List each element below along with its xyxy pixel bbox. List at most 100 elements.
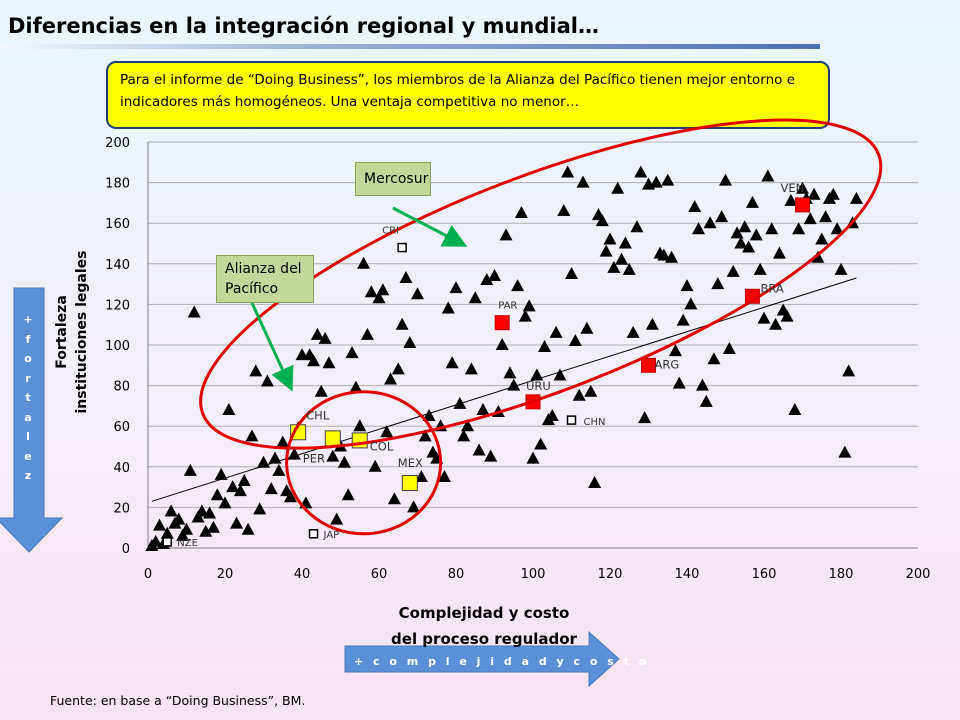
triangle-point xyxy=(414,469,428,482)
triangle-point xyxy=(172,512,186,525)
y-tick-label: 0 xyxy=(122,542,130,557)
triangle-point xyxy=(692,222,706,235)
triangle-point xyxy=(761,169,775,182)
triangle-point xyxy=(672,376,686,389)
triangle-point xyxy=(772,246,786,259)
triangle-point xyxy=(553,368,567,381)
reference-point xyxy=(566,415,577,425)
triangle-point xyxy=(834,262,848,275)
triangle-point xyxy=(326,449,340,462)
triangle-point xyxy=(734,236,748,249)
y-axis-label: Fortaleza instituciones legales xyxy=(52,232,92,432)
x-axis-label-line1: Complejidad y costo xyxy=(398,604,570,622)
triangle-point xyxy=(403,335,417,348)
triangle-point xyxy=(749,228,763,241)
triangle-point xyxy=(264,482,278,495)
mercosur-ellipse xyxy=(199,118,883,450)
mercosur-label-text: Mercosur xyxy=(364,171,429,187)
triangle-point xyxy=(249,364,263,377)
triangle-point xyxy=(649,175,663,188)
alianza-ellipse xyxy=(285,390,443,536)
triangle-point xyxy=(518,309,532,322)
triangle-point xyxy=(572,388,586,401)
triangle-point xyxy=(203,506,217,519)
triangle-point xyxy=(530,368,544,381)
point-label: VEN xyxy=(781,181,805,195)
triangle-point xyxy=(464,362,478,375)
triangle-point xyxy=(738,220,752,233)
triangle-point xyxy=(307,354,321,367)
y-tick-label: 60 xyxy=(113,420,130,435)
y-tick-label: 140 xyxy=(105,258,130,273)
reference-point xyxy=(397,242,407,253)
triangle-point xyxy=(230,516,244,529)
triangle-point xyxy=(268,451,282,464)
triangle-point xyxy=(372,291,386,304)
triangle-point xyxy=(395,317,409,330)
x-tick-label: 200 xyxy=(906,567,931,582)
fortaleza-arrow-char: l xyxy=(26,430,30,443)
triangle-point xyxy=(353,419,367,432)
triangle-point xyxy=(722,342,736,355)
triangle-point xyxy=(341,488,355,501)
triangle-point xyxy=(218,496,232,509)
triangle-point xyxy=(626,325,640,338)
triangle-point xyxy=(384,372,398,385)
group-ellipses xyxy=(199,118,883,536)
triangle-point xyxy=(357,256,371,269)
triangle-point xyxy=(514,206,528,219)
triangle-point xyxy=(645,317,659,330)
fortaleza-arrow-char: e xyxy=(24,449,32,463)
triangle-point xyxy=(742,240,756,253)
mercosur-point xyxy=(795,197,810,213)
y-axis-label-line1: Fortaleza xyxy=(54,295,70,369)
trendline-layer xyxy=(151,277,857,502)
triangle-point xyxy=(380,425,394,438)
x-axis-label: Complejidad y costo del proceso regulado… xyxy=(364,600,604,652)
triangle-point xyxy=(688,199,702,212)
triangle-point xyxy=(838,445,852,458)
mercosur-label: Mercosur xyxy=(355,162,431,196)
triangle-point xyxy=(618,236,632,249)
triangle-point xyxy=(695,378,709,391)
reference-point xyxy=(308,529,319,539)
triangle-point xyxy=(322,356,336,369)
alianza-point xyxy=(324,430,341,447)
x-tick-label: 140 xyxy=(675,567,700,582)
fortaleza-arrow-char: + xyxy=(23,313,33,326)
mercosur-point xyxy=(641,357,656,373)
triangle-point xyxy=(557,204,571,217)
triangle-point xyxy=(549,325,563,338)
triangle-point xyxy=(153,518,167,531)
triangle-point xyxy=(445,356,459,369)
triangle-point xyxy=(607,260,621,273)
y-axis-label-line2: instituciones legales xyxy=(74,250,90,414)
triangle-point xyxy=(576,175,590,188)
y-tick-label: 200 xyxy=(105,136,130,151)
page-title: Diferencias en la integración regional y… xyxy=(8,14,599,38)
triangle-point xyxy=(206,520,220,533)
triangle-point xyxy=(565,266,578,279)
point-label: BRA xyxy=(760,281,783,295)
triangle-point xyxy=(826,187,840,200)
triangle-point xyxy=(237,474,251,487)
triangle-point xyxy=(511,279,525,292)
triangle-point xyxy=(784,193,798,206)
triangle-point xyxy=(364,285,378,298)
x-axis-label-line2: del proceso regulador xyxy=(391,630,577,648)
triangle-point xyxy=(314,384,328,397)
triangle-point xyxy=(680,279,694,292)
triangle-point xyxy=(376,283,390,296)
triangle-point xyxy=(422,409,436,422)
y-tick-label: 180 xyxy=(105,177,130,192)
triangle-point xyxy=(210,488,224,501)
triangle-point xyxy=(668,344,682,357)
triangle-point xyxy=(507,378,521,391)
triangle-point xyxy=(830,222,844,235)
reference-point xyxy=(162,537,172,547)
triangle-point xyxy=(769,317,783,330)
triangle-point xyxy=(745,195,759,208)
y-tick-label: 160 xyxy=(105,217,130,232)
triangle-point xyxy=(849,191,863,204)
triangle-point xyxy=(360,327,374,340)
